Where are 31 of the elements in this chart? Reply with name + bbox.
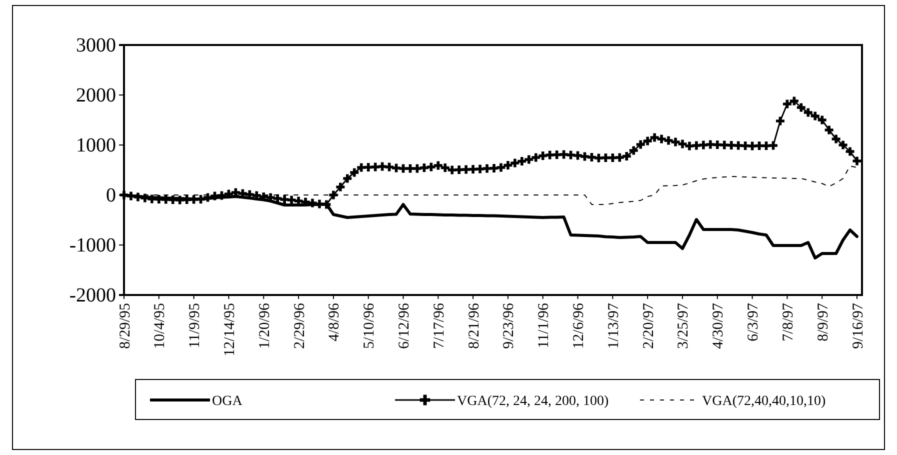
x-tick-label: 6/3/97 — [746, 302, 762, 342]
x-tick-label: 7/17/96 — [431, 302, 448, 349]
y-tick-label: 3000 — [76, 34, 116, 56]
x-tick-label: 12/6/96 — [571, 302, 588, 349]
x-tick-label: 2/20/97 — [640, 302, 657, 349]
legend-label: OGA — [212, 394, 244, 409]
x-tick-label: 9/23/96 — [501, 302, 518, 349]
x-tick-label: 6/12/96 — [396, 302, 412, 349]
y-tick-label: 2000 — [76, 84, 116, 106]
legend-label: VGA(72,40,40,10,10) — [702, 394, 826, 409]
x-tick-label: 12/14/95 — [222, 303, 238, 356]
y-tick-label: -1000 — [69, 234, 116, 256]
x-tick-label: 2/29/96 — [292, 302, 308, 349]
x-tick-label: 5/10/96 — [362, 302, 378, 349]
x-tick-label: 8/29/95 — [117, 303, 134, 349]
x-tick-label: 10/4/95 — [152, 303, 168, 349]
x-tick-label: 7/8/97 — [780, 302, 796, 342]
y-tick-label: 0 — [106, 184, 116, 206]
x-tick-label: 3/25/97 — [676, 302, 692, 349]
x-tick-label: 8/9/97 — [815, 302, 832, 342]
legend-label: VGA(72, 24, 24, 200, 100) — [457, 394, 609, 409]
x-tick-label: 1/13/97 — [606, 302, 622, 349]
x-tick-label: 8/21/96 — [466, 302, 482, 349]
x-tick-label: 11/9/95 — [187, 303, 204, 348]
y-tick-label: 1000 — [76, 134, 116, 156]
y-tick-label: -2000 — [69, 284, 116, 306]
x-tick-label: 4/30/97 — [710, 302, 727, 349]
x-tick-label: 11/1/96 — [536, 302, 552, 348]
x-tick-label: 4/8/96 — [326, 302, 343, 342]
x-tick-label: 9/16/97 — [850, 302, 866, 349]
x-tick-label: 1/20/96 — [256, 302, 273, 349]
